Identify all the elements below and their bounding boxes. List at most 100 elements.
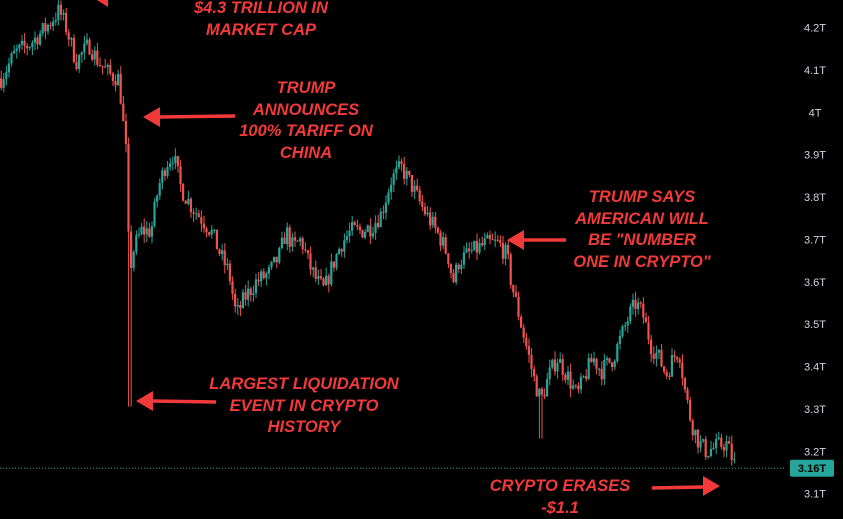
candle-body (124, 121, 127, 144)
arrow-to-peak (96, 0, 108, 7)
candle-body (405, 170, 408, 179)
candle-body (429, 212, 432, 226)
candle-body (522, 327, 525, 338)
candle-body (327, 275, 330, 285)
candle-body (590, 357, 593, 363)
current-price-tag: 3.16T (790, 459, 834, 477)
candle-body (561, 359, 564, 375)
candle-body (343, 240, 346, 252)
candle-body (135, 235, 138, 252)
candle-body (582, 376, 585, 378)
annotation-liquidation: LARGEST LIQUIDATION EVENT IN CRYPTO HIST… (209, 375, 399, 436)
candle-body (392, 173, 395, 185)
candle-body (257, 279, 260, 282)
candle-body (85, 39, 88, 44)
candle-body (122, 103, 125, 122)
candle-body (306, 250, 309, 254)
y-tick-label: 3.1T (804, 489, 826, 500)
candle-body (88, 39, 91, 55)
candle-body (642, 303, 645, 318)
y-tick-label: 4T (809, 107, 822, 119)
candle-body (377, 222, 380, 228)
candle-body (670, 355, 673, 377)
candle-body (59, 4, 62, 15)
candle-body (163, 170, 166, 176)
candle-body (156, 195, 159, 202)
candle-body (15, 48, 18, 51)
candle-body (442, 237, 445, 246)
arrow-to-current-price (651, 476, 720, 496)
candle-body (556, 362, 559, 372)
candle-body (174, 156, 177, 164)
candle-body (93, 50, 96, 60)
candle-body (397, 161, 400, 168)
candle-body (421, 201, 424, 207)
candle-body (137, 233, 140, 236)
candle-body (449, 263, 452, 273)
candle-body (686, 389, 689, 400)
candle-body (481, 243, 484, 246)
candle-body (540, 388, 543, 395)
candle-body (408, 170, 411, 176)
candle-body (70, 37, 73, 40)
candle-body (626, 321, 629, 326)
candle-body (668, 376, 671, 378)
candle-body (252, 293, 255, 295)
candle-body (465, 248, 468, 253)
candle-body (600, 368, 603, 380)
candle-body (179, 166, 182, 185)
candle-body (226, 263, 229, 266)
candle-body (169, 163, 172, 168)
candle-body (111, 73, 114, 82)
candle-body (551, 359, 554, 368)
candle-body (512, 284, 515, 293)
candle-body (20, 40, 23, 45)
candle-body (0, 78, 3, 88)
candle-body (41, 23, 44, 34)
candle-body (114, 81, 117, 86)
candle-body (270, 262, 273, 268)
candle-body (75, 62, 78, 69)
candle-body (720, 437, 723, 448)
candle-body (18, 44, 21, 49)
candle-body (39, 33, 42, 45)
candle-body (132, 251, 135, 268)
candle-body (733, 459, 736, 461)
candle-body (689, 399, 692, 421)
candle-body (579, 376, 582, 390)
candle-body (548, 367, 551, 379)
candle-body (395, 167, 398, 174)
candle-body (390, 184, 393, 193)
candle-body (566, 371, 569, 380)
candle-body (260, 271, 263, 282)
candle-body (184, 200, 187, 204)
candle-body (572, 385, 575, 389)
candle-body (650, 339, 653, 355)
candle-body (205, 228, 208, 233)
candle-body (478, 243, 481, 253)
candle-body (660, 349, 663, 367)
candle-body (262, 271, 265, 279)
candle-body (127, 143, 130, 232)
candle-body (652, 354, 655, 359)
candle-body (280, 237, 283, 249)
candle-body (704, 439, 707, 458)
candle-body (694, 429, 697, 436)
candle-body (52, 21, 55, 26)
candle-body (130, 231, 133, 268)
candle-body (96, 50, 99, 65)
candle-body (423, 206, 426, 215)
candle-body (351, 222, 354, 231)
candle-body (715, 439, 718, 448)
candle-body (483, 238, 486, 246)
candle-body (197, 213, 200, 218)
candle-body (158, 183, 161, 196)
candle-body (543, 394, 546, 397)
annotation-number-one-in-crypto: TRUMP SAYS AMERICAN WILL BE "NUMBER ONE … (573, 188, 711, 271)
candle-body (657, 349, 660, 353)
candle-body (286, 227, 289, 245)
candle-body (494, 239, 497, 241)
candle-body (434, 216, 437, 228)
candle-body (215, 229, 218, 250)
candle-body (371, 233, 374, 237)
